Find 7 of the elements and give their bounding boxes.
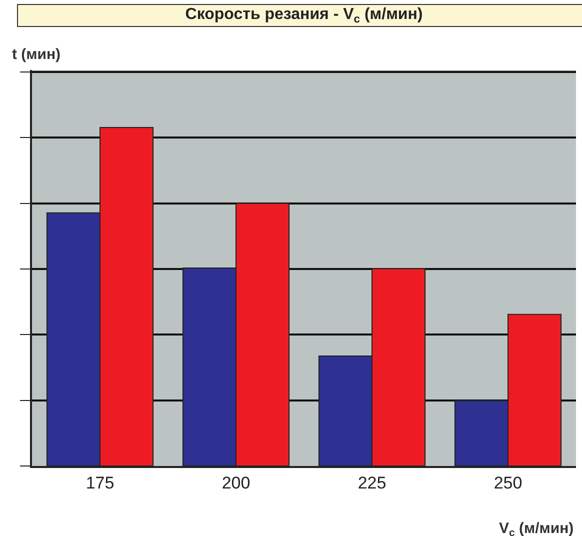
chart-title: Скорость резания - V$_{c}$ (м/мин) — [185, 6, 423, 26]
x-tick-label: 175 — [86, 473, 114, 492]
x-tick-label: 225 — [358, 473, 386, 492]
y-axis-title: t (мин) — [12, 46, 61, 63]
x-axis-title: V$_{c}$ (м/мин) — [499, 520, 574, 536]
x-tick-label: 250 — [494, 473, 522, 492]
x-tick-label: 200 — [222, 473, 250, 492]
